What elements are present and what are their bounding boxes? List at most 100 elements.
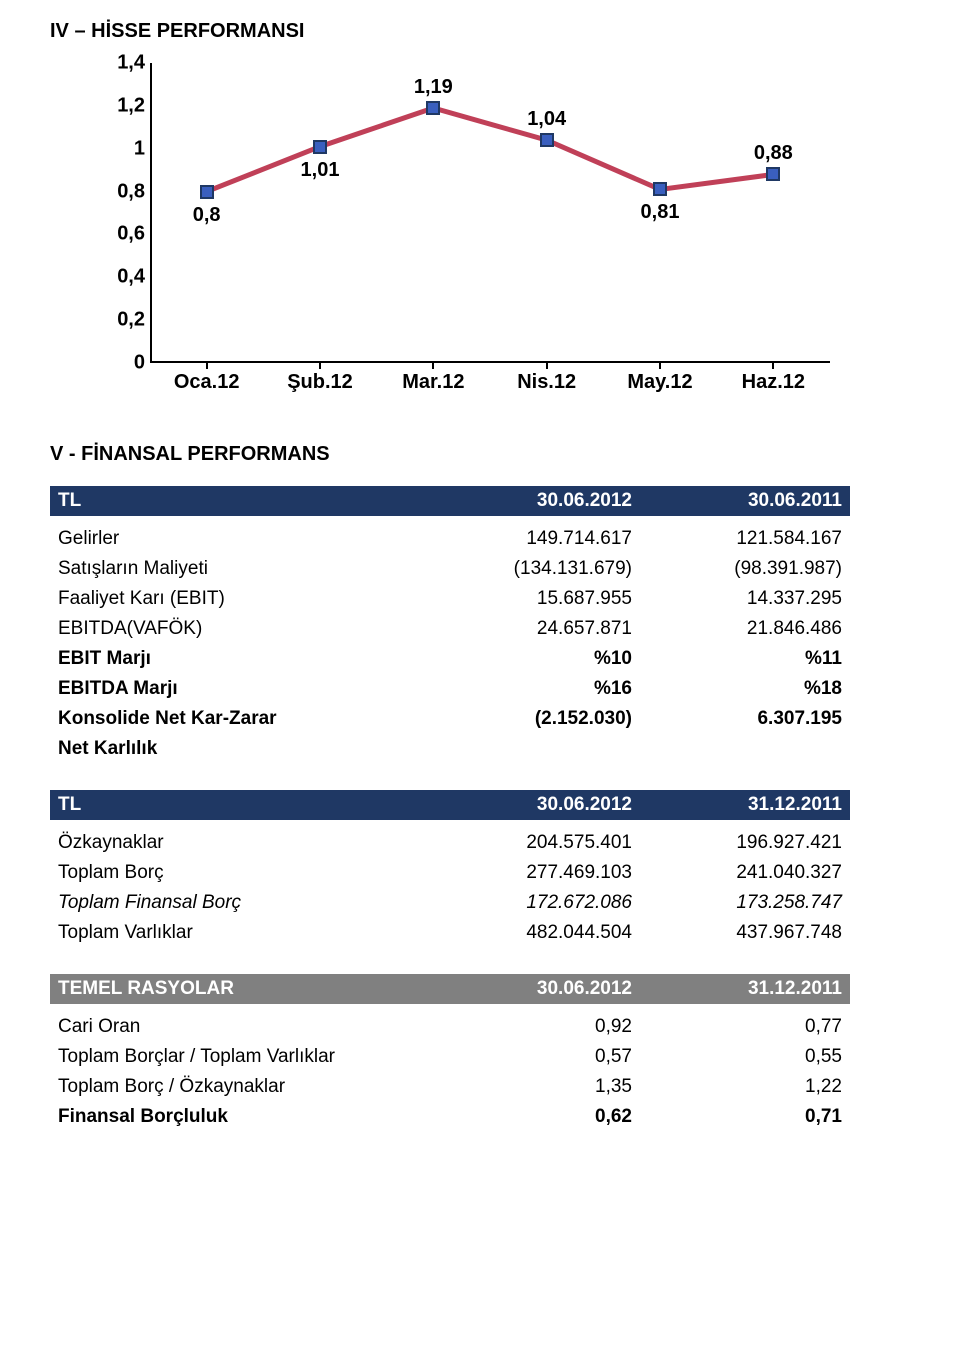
table-cell: 121.584.167 bbox=[640, 524, 850, 554]
table-cell: Toplam Borçlar / Toplam Varlıklar bbox=[50, 1042, 430, 1072]
table-cell: 204.575.401 bbox=[430, 828, 640, 858]
header-cell: TEMEL RASYOLAR bbox=[50, 974, 430, 1004]
table-cell: 1,22 bbox=[640, 1072, 850, 1102]
table-cell: 0,92 bbox=[430, 1012, 640, 1042]
table-row: Toplam Varlıklar482.044.504437.967.748 bbox=[50, 918, 850, 948]
stock-performance-chart: 00,20,40,60,811,21,4Oca.12Şub.12Mar.12Ni… bbox=[90, 63, 850, 403]
table-cell: Finansal Borçluluk bbox=[50, 1102, 430, 1132]
chart-data-label: 0,8 bbox=[193, 204, 221, 227]
x-axis-tick-label: Şub.12 bbox=[287, 371, 353, 394]
header-cell: 30.06.2012 bbox=[430, 974, 640, 1004]
chart-data-label: 1,19 bbox=[414, 76, 453, 99]
y-axis-tick-label: 0,4 bbox=[90, 266, 145, 289]
header-cell: 31.12.2011 bbox=[640, 974, 850, 1004]
chart-data-marker bbox=[426, 101, 440, 115]
y-axis-tick-label: 0,8 bbox=[90, 180, 145, 203]
table-cell: 437.967.748 bbox=[640, 918, 850, 948]
chart-data-label: 0,88 bbox=[754, 142, 793, 165]
table-cell: 196.927.421 bbox=[640, 828, 850, 858]
header-cell: 30.06.2012 bbox=[430, 486, 640, 516]
table-cell: 482.044.504 bbox=[430, 918, 640, 948]
chart-data-marker bbox=[313, 140, 327, 154]
table-cell: 21.846.486 bbox=[640, 614, 850, 644]
table-row: EBIT Marjı%10%11 bbox=[50, 644, 850, 674]
table-cell: %10 bbox=[430, 644, 640, 674]
table-cell bbox=[430, 734, 640, 764]
table-cell: Faaliyet Karı (EBIT) bbox=[50, 584, 430, 614]
header-cell: TL bbox=[50, 486, 430, 516]
table-cell: %18 bbox=[640, 674, 850, 704]
chart-data-marker bbox=[653, 182, 667, 196]
table-row: Cari Oran0,920,77 bbox=[50, 1012, 850, 1042]
table-row: EBITDA(VAFÖK)24.657.87121.846.486 bbox=[50, 614, 850, 644]
table-cell: 173.258.747 bbox=[640, 888, 850, 918]
table-cell: Toplam Borç / Özkaynaklar bbox=[50, 1072, 430, 1102]
y-axis-tick-label: 1 bbox=[90, 137, 145, 160]
table-cell: 6.307.195 bbox=[640, 704, 850, 734]
table-cell: 24.657.871 bbox=[430, 614, 640, 644]
table-cell: Net Karlılık bbox=[50, 734, 430, 764]
table-cell bbox=[640, 734, 850, 764]
table-cell: %16 bbox=[430, 674, 640, 704]
table-cell: 277.469.103 bbox=[430, 858, 640, 888]
table-cell: 0,77 bbox=[640, 1012, 850, 1042]
chart-data-marker bbox=[766, 167, 780, 181]
chart-data-marker bbox=[540, 133, 554, 147]
table-cell: EBITDA Marjı bbox=[50, 674, 430, 704]
table-cell: Toplam Borç bbox=[50, 858, 430, 888]
table-cell: Gelirler bbox=[50, 524, 430, 554]
chart-data-label: 1,01 bbox=[301, 159, 340, 182]
y-axis-tick-label: 0 bbox=[90, 352, 145, 375]
table-row: EBITDA Marjı%16%18 bbox=[50, 674, 850, 704]
table-cell: 0,55 bbox=[640, 1042, 850, 1072]
table-cell: (134.131.679) bbox=[430, 554, 640, 584]
table-cell: EBITDA(VAFÖK) bbox=[50, 614, 430, 644]
table-row: Özkaynaklar204.575.401196.927.421 bbox=[50, 828, 850, 858]
x-axis-tick-label: May.12 bbox=[627, 371, 692, 394]
table-cell: Konsolide Net Kar-Zarar bbox=[50, 704, 430, 734]
section4-title: IV – HİSSE PERFORMANSI bbox=[50, 20, 910, 43]
table-cell: 149.714.617 bbox=[430, 524, 640, 554]
chart-data-marker bbox=[200, 185, 214, 199]
table-cell: 1,35 bbox=[430, 1072, 640, 1102]
table-cell: (98.391.987) bbox=[640, 554, 850, 584]
header-cell: 31.12.2011 bbox=[640, 790, 850, 820]
x-axis-tick-label: Oca.12 bbox=[174, 371, 240, 394]
table-row: Konsolide Net Kar-Zarar(2.152.030)6.307.… bbox=[50, 704, 850, 734]
table-cell: 172.672.086 bbox=[430, 888, 640, 918]
table-cell: EBIT Marjı bbox=[50, 644, 430, 674]
x-axis-tick-label: Nis.12 bbox=[517, 371, 576, 394]
table-cell: 0,71 bbox=[640, 1102, 850, 1132]
header-cell: 30.06.2012 bbox=[430, 790, 640, 820]
y-axis-tick-label: 1,4 bbox=[90, 52, 145, 75]
table-cell: 0,57 bbox=[430, 1042, 640, 1072]
x-axis-tick-label: Haz.12 bbox=[742, 371, 805, 394]
table-cell: (2.152.030) bbox=[430, 704, 640, 734]
table-cell: Toplam Finansal Borç bbox=[50, 888, 430, 918]
ratios-table: TEMEL RASYOLAR 30.06.2012 31.12.2011 Car… bbox=[50, 974, 850, 1132]
table-row: Net Karlılık bbox=[50, 734, 850, 764]
table-row: Toplam Borç / Özkaynaklar1,351,22 bbox=[50, 1072, 850, 1102]
table-row: Satışların Maliyeti(134.131.679)(98.391.… bbox=[50, 554, 850, 584]
chart-data-label: 0,81 bbox=[641, 201, 680, 224]
table-row: Toplam Finansal Borç172.672.086173.258.7… bbox=[50, 888, 850, 918]
table-row: Finansal Borçluluk0,620,71 bbox=[50, 1102, 850, 1132]
table-row: Toplam Borçlar / Toplam Varlıklar0,570,5… bbox=[50, 1042, 850, 1072]
y-axis-tick-label: 1,2 bbox=[90, 94, 145, 117]
table-cell: Satışların Maliyeti bbox=[50, 554, 430, 584]
table-cell: %11 bbox=[640, 644, 850, 674]
table-cell: 0,62 bbox=[430, 1102, 640, 1132]
table-header-row: TEMEL RASYOLAR 30.06.2012 31.12.2011 bbox=[50, 974, 850, 1004]
table-cell: 241.040.327 bbox=[640, 858, 850, 888]
header-cell: TL bbox=[50, 790, 430, 820]
x-axis-tick-label: Mar.12 bbox=[402, 371, 464, 394]
table-cell: Toplam Varlıklar bbox=[50, 918, 430, 948]
table-header-row: TL 30.06.2012 30.06.2011 bbox=[50, 486, 850, 516]
table-cell: Özkaynaklar bbox=[50, 828, 430, 858]
table-cell: Cari Oran bbox=[50, 1012, 430, 1042]
financial-performance-table: TL 30.06.2012 30.06.2011 Gelirler149.714… bbox=[50, 486, 850, 764]
table-cell: 15.687.955 bbox=[430, 584, 640, 614]
table-header-row: TL 30.06.2012 31.12.2011 bbox=[50, 790, 850, 820]
chart-data-label: 1,04 bbox=[527, 108, 566, 131]
y-axis-tick-label: 0,6 bbox=[90, 223, 145, 246]
